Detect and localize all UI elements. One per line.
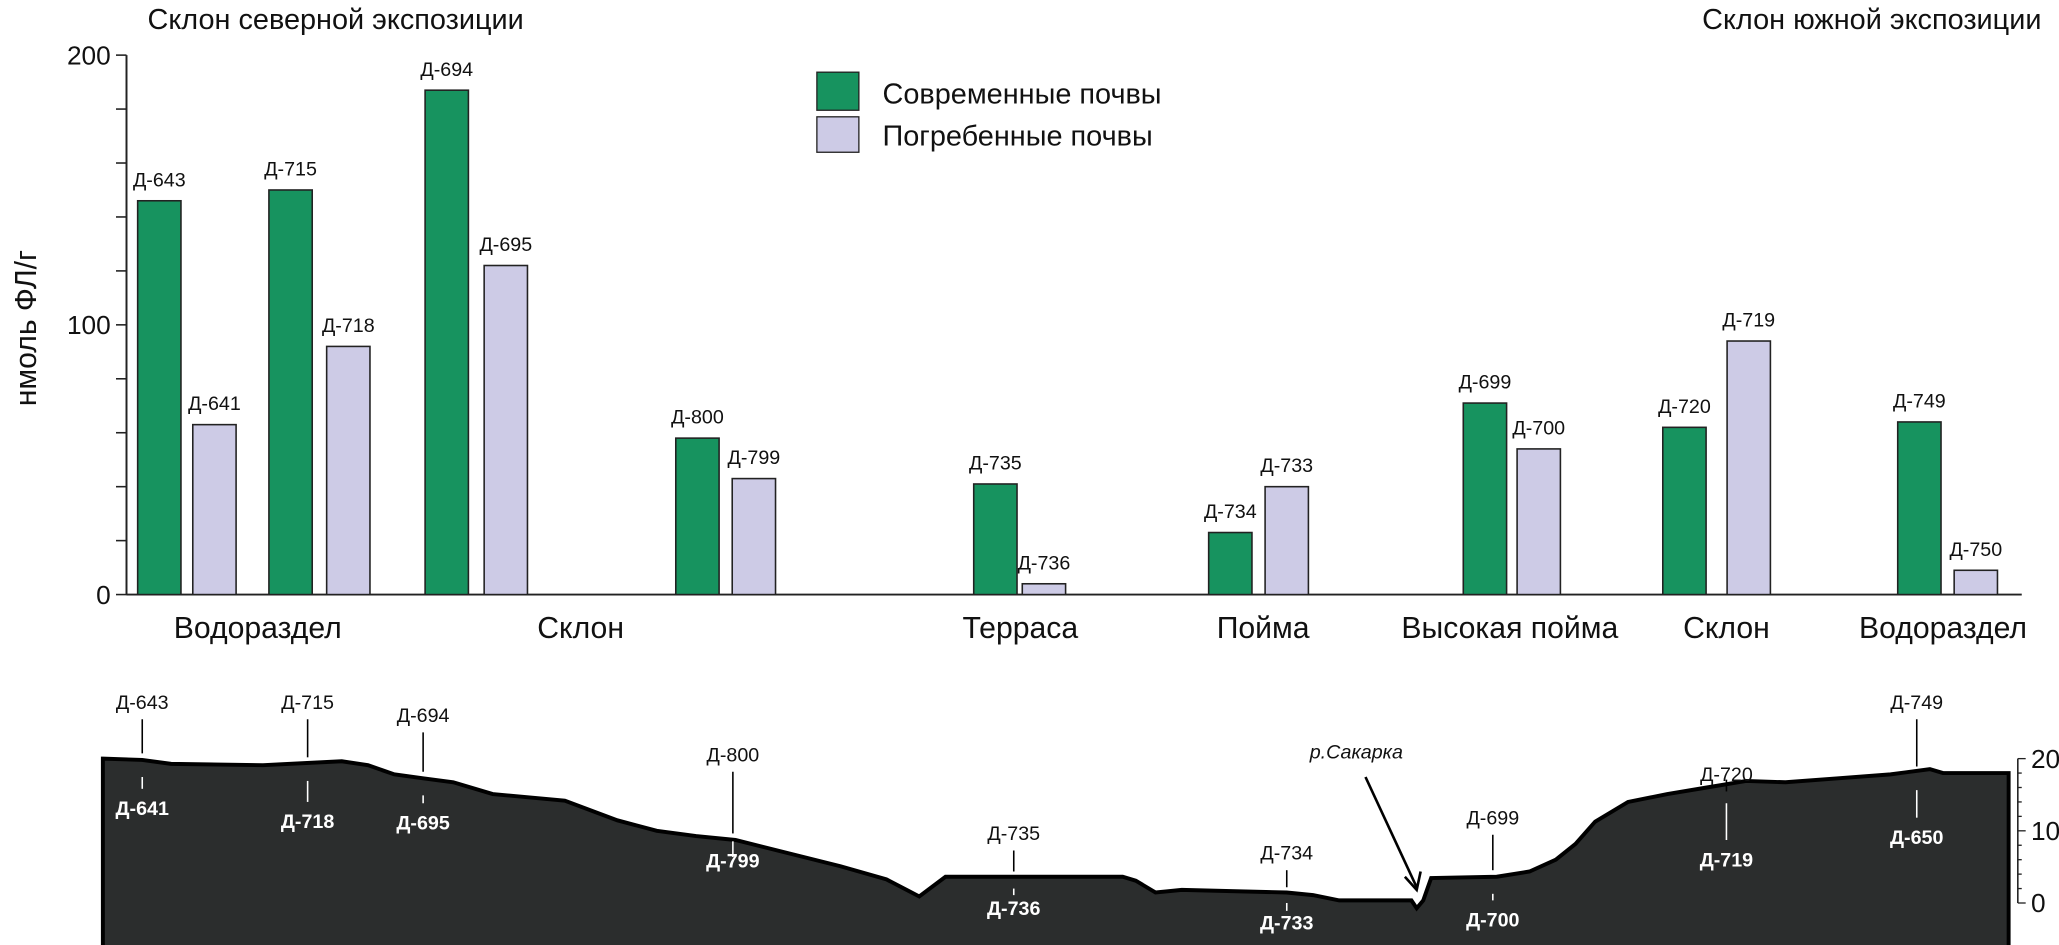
bar-data-label: Д-720 bbox=[1658, 396, 1711, 418]
legend-label-modern: Современные почвы bbox=[883, 79, 1162, 111]
profile-lower-label: Д-718 bbox=[281, 811, 334, 833]
bar-data-label: Д-641 bbox=[188, 393, 241, 415]
elevation-scale: 20 10 0 bbox=[2017, 744, 2059, 918]
bar-data-label: Д-694 bbox=[420, 59, 473, 81]
bar-data-label: Д-643 bbox=[133, 169, 186, 191]
profile-upper-label: Д-734 bbox=[1260, 843, 1313, 865]
category-label: Склон bbox=[1683, 612, 1770, 645]
bar-modern bbox=[424, 89, 470, 596]
bar-data-label: Д-718 bbox=[322, 315, 375, 337]
profile-lower-label: Д-650 bbox=[1890, 827, 1943, 849]
profile-upper-label: Д-735 bbox=[987, 823, 1040, 845]
title-north-slope: Склон северной экспозиции bbox=[148, 4, 524, 36]
bar-modern bbox=[136, 199, 182, 596]
bar-data-label: Д-734 bbox=[1204, 501, 1257, 523]
bar-modern bbox=[1462, 402, 1508, 596]
profile-upper-label: Д-749 bbox=[1890, 692, 1943, 714]
bars: Д-643 Д-641 Д-715 Д-718 Д-694 Д-695 Д-800Д-799… bbox=[133, 59, 2002, 596]
profile-lower-label: Д-733 bbox=[1260, 912, 1313, 934]
bar-buried bbox=[731, 477, 777, 596]
category-labels: Водораздел Склон Терраса Пойма Высокая пойма… bbox=[174, 612, 2027, 645]
terrain-cross-section bbox=[100, 756, 2011, 945]
profile-upper-label: Д-694 bbox=[397, 705, 450, 727]
bar-buried bbox=[1726, 340, 1772, 596]
bar-data-label: Д-749 bbox=[1893, 391, 1946, 413]
bar-data-label: Д-695 bbox=[479, 234, 532, 256]
y-tick-label: 100 bbox=[67, 310, 111, 340]
bar-data-label: Д-799 bbox=[728, 447, 781, 469]
river-label: р.Сакарка bbox=[1309, 742, 1403, 764]
bar-modern bbox=[268, 189, 314, 596]
legend-label-buried: Погребенные почвы bbox=[883, 121, 1153, 153]
bar-buried bbox=[483, 264, 529, 596]
profile-lower-label: Д-799 bbox=[706, 851, 759, 873]
profile-lower-label: Д-695 bbox=[396, 813, 449, 835]
profile-lower-label: Д-736 bbox=[987, 898, 1040, 920]
bar-buried bbox=[191, 423, 237, 596]
profile-upper-label: Д-643 bbox=[116, 692, 169, 714]
legend-swatch-modern bbox=[816, 71, 860, 111]
legend: Современные почвы Погребенные почвы bbox=[816, 71, 1162, 153]
category-label: Водораздел bbox=[174, 612, 342, 645]
bar-modern bbox=[972, 483, 1018, 596]
profile-upper-label: Д-715 bbox=[281, 692, 334, 714]
bar-modern bbox=[1207, 531, 1253, 596]
bar-data-label: Д-733 bbox=[1260, 455, 1313, 477]
category-label: Высокая пойма bbox=[1401, 612, 1618, 645]
terrain-profile: р.Сакарка 20 10 0 Д-643 Д-715 Д-694 Д-800 Д-73… bbox=[100, 692, 2059, 945]
bar-modern bbox=[1661, 426, 1707, 596]
y-axis-label: нмоль ФЛ/г bbox=[10, 250, 43, 406]
legend-swatch-buried bbox=[816, 116, 860, 153]
bar-data-label: Д-750 bbox=[1949, 539, 2002, 561]
bar-buried bbox=[1264, 485, 1310, 596]
profile-upper-label: Д-699 bbox=[1466, 807, 1519, 829]
bar-buried bbox=[1953, 569, 1999, 596]
bar-modern bbox=[1896, 421, 1942, 596]
bar-buried bbox=[1021, 582, 1067, 596]
y-tick-label: 0 bbox=[96, 580, 111, 610]
bar-buried bbox=[325, 345, 371, 596]
category-label: Склон bbox=[537, 612, 624, 645]
y-tick-label: 200 bbox=[67, 40, 111, 70]
bar-data-label: Д-800 bbox=[671, 407, 724, 429]
elevation-tick-label: 20 bbox=[2031, 744, 2059, 774]
category-label: Терраса bbox=[962, 612, 1078, 645]
elevation-tick-label: 0 bbox=[2031, 888, 2046, 918]
category-label: Водораздел bbox=[1859, 612, 2027, 645]
bar-data-label: Д-699 bbox=[1459, 372, 1512, 394]
title-south-slope: Склон южной экспозиции bbox=[1702, 4, 2041, 36]
bar-buried bbox=[1516, 448, 1562, 596]
bar-data-label: Д-736 bbox=[1018, 552, 1071, 574]
bar-data-label: Д-719 bbox=[1722, 310, 1775, 332]
category-label: Пойма bbox=[1217, 612, 1310, 645]
river-arrow-head bbox=[1403, 871, 1422, 893]
profile-upper-label: Д-800 bbox=[707, 744, 760, 766]
elevation-tick-label: 10 bbox=[2031, 816, 2059, 846]
bar-data-label: Д-735 bbox=[969, 453, 1022, 475]
profile-lower-label: Д-719 bbox=[1700, 849, 1753, 871]
bar-data-label: Д-700 bbox=[1512, 417, 1565, 439]
profile-lower-label: Д-641 bbox=[116, 798, 169, 820]
profile-upper-label: Д-720 bbox=[1700, 764, 1753, 786]
bar-modern bbox=[674, 437, 720, 596]
profile-lower-label: Д-700 bbox=[1466, 910, 1519, 932]
river-arrow bbox=[1364, 776, 1418, 888]
bar-data-label: Д-715 bbox=[264, 159, 317, 181]
